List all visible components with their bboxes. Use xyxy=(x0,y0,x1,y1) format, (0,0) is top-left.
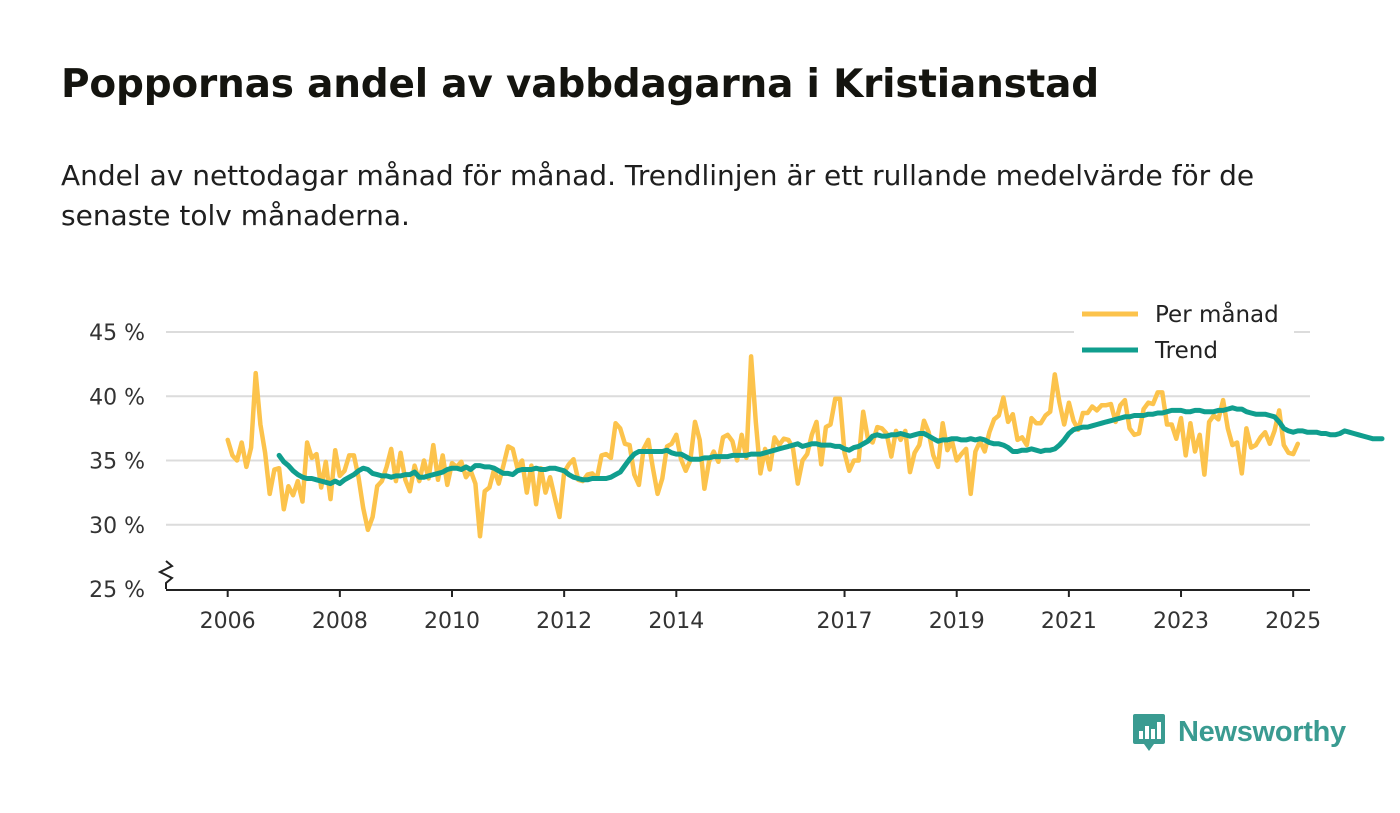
y-axis: 25 % 30 % 35 % 40 % 45 % xyxy=(89,321,145,603)
legend-background xyxy=(1074,294,1294,378)
x-tick-label: 2014 xyxy=(648,609,704,634)
series-line-per-manad xyxy=(225,354,1301,539)
y-tick-label: 25 % xyxy=(89,578,145,603)
y-tick-label: 30 % xyxy=(89,514,145,539)
y-tick-label: 45 % xyxy=(89,321,145,346)
y-tick-label: 35 % xyxy=(89,450,145,475)
brand-name: Newsworthy xyxy=(1178,715,1346,748)
x-tick-label: 2012 xyxy=(536,609,592,634)
legend: Per månad Trend xyxy=(1074,294,1294,378)
series-lines xyxy=(225,354,1385,539)
x-tick-label: 2008 xyxy=(312,609,368,634)
legend-label-per-manad: Per månad xyxy=(1155,300,1279,328)
x-tick-label: 2023 xyxy=(1153,609,1209,634)
x-tick-label: 2017 xyxy=(817,609,873,634)
x-tick-label: 2021 xyxy=(1041,609,1097,634)
chart-subtitle: Andel av nettodagar månad för månad. Tre… xyxy=(61,159,1255,232)
x-axis: 2006 2008 2010 2012 2014 2017 2019 2021 2023 2025 xyxy=(157,560,1321,634)
newsworthy-logo-icon xyxy=(1133,714,1165,751)
x-tick-label: 2025 xyxy=(1265,609,1321,634)
x-tick-label: 2006 xyxy=(200,609,256,634)
chart-title: Poppornas andel av vabbdagarna i Kristia… xyxy=(61,62,1099,107)
x-tick-label: 2019 xyxy=(929,609,985,634)
series-line-trend xyxy=(276,405,1385,487)
y-tick-label: 40 % xyxy=(89,385,145,410)
y-axis-break-icon xyxy=(157,560,174,589)
newsworthy-brand: Newsworthy xyxy=(1132,712,1346,752)
x-tick-label: 2010 xyxy=(424,609,480,634)
legend-label-trend: Trend xyxy=(1154,338,1218,364)
